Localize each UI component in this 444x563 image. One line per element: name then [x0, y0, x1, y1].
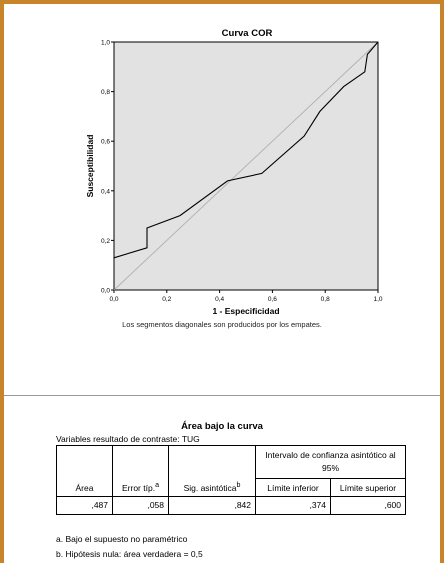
y-tick-label: 0,4: [101, 188, 110, 195]
cell-lower: ,374: [255, 496, 331, 515]
x-tick-label: 0,8: [321, 296, 330, 303]
footnote-b: b. Hipótesis nula: área verdadera = 0,5: [56, 549, 203, 559]
reference-diagonal-line: [113, 41, 379, 291]
table-row: ,487 ,058 ,842 ,374 ,600: [56, 496, 406, 515]
cell-error: ,058: [112, 496, 169, 515]
y-axis-label: Susceptibilidad: [85, 135, 95, 198]
area-table: Área Error típ.a Sig. asintóticab Interv…: [56, 445, 406, 515]
roc-chart: Curva COR 0,00,20,40,60,81,0 0,0 0,2 0,4 0,…: [85, 28, 383, 316]
x-tick-label: 0,2: [162, 296, 171, 303]
col-sig-sup: b: [236, 481, 241, 490]
col-area-header: Área: [56, 445, 113, 497]
x-tick-label: 0,0: [109, 296, 118, 303]
x-tick-label: 0,4: [215, 296, 224, 303]
col-error-label: Error típ.: [122, 483, 156, 493]
roc-curve-line: [113, 41, 379, 259]
cell-area: ,487: [56, 496, 113, 515]
y-tick-label: 0,6: [101, 139, 110, 146]
frame-right: [440, 0, 444, 563]
y-tick-label: 0,8: [101, 89, 110, 96]
chart-footnote: Los segmentos diagonales son producidos …: [122, 320, 322, 329]
x-axis-label: 1 - Especificidad: [212, 306, 279, 316]
col-error-sup: a: [155, 481, 159, 490]
y-tick-label: 1,0: [101, 40, 110, 47]
y-tick-label: 0,0: [101, 288, 110, 295]
table-subtitle: Variables resultado de contraste: TUG: [56, 434, 200, 444]
y-axis: 0,0 0,2 0,4 0,6 0,8 1,0: [101, 40, 114, 295]
col-upper-header: Límite superior: [330, 478, 406, 497]
col-lower-header: Límite inferior: [255, 478, 331, 497]
footnote-a: a. Bajo el supuesto no paramétrico: [56, 534, 188, 544]
chart-title: Curva COR: [222, 28, 273, 39]
section-divider: [4, 395, 440, 396]
series-layer: [113, 41, 379, 291]
x-tick-label: 1,0: [373, 296, 382, 303]
frame-left: [0, 0, 4, 563]
cell-sig: ,842: [168, 496, 256, 515]
frame-top: [0, 0, 444, 4]
table-title: Área bajo la curva: [181, 421, 263, 432]
cell-upper: ,600: [330, 496, 406, 515]
table-header-row: Área Error típ.a Sig. asintóticab Interv…: [56, 445, 406, 497]
col-sig-header: Sig. asintóticab: [168, 445, 256, 497]
col-sig-label: Sig. asintótica: [183, 483, 237, 493]
col-error-header: Error típ.a: [112, 445, 169, 497]
x-axis: 0,0 0,2 0,4 0,6 0,8 1,0: [109, 290, 383, 303]
x-tick-label: 0,6: [268, 296, 277, 303]
ci-group-header: Intervalo de confianza asintótico al 95%: [255, 445, 406, 479]
y-tick-label: 0,2: [101, 238, 110, 245]
